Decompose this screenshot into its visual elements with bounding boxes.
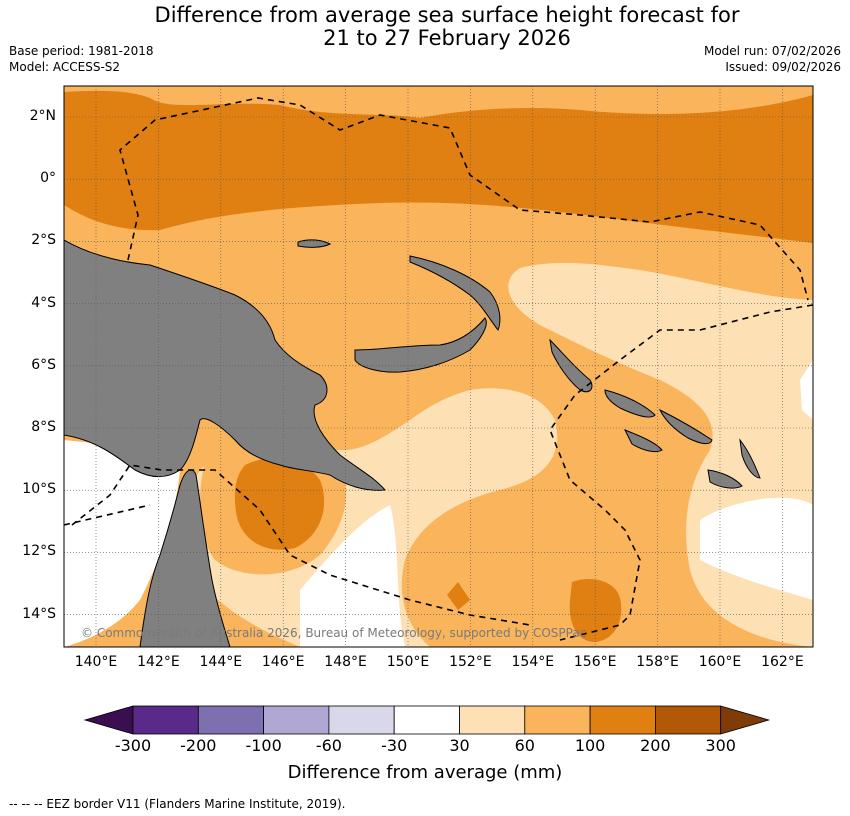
band-60-100-top [64, 86, 813, 118]
longitude-label: 160°E [698, 654, 742, 670]
latitude-label: 8°S [31, 419, 56, 435]
graticule [64, 86, 813, 647]
colorbar-tick-label: -300 [114, 736, 152, 755]
land-bougainville [549, 338, 593, 393]
colorbar-swatch [524, 705, 591, 735]
longitude-label: 148°E [324, 654, 367, 670]
longitude-label: 162°E [761, 654, 804, 670]
band-neutral-sw [300, 505, 405, 647]
colorbar-swatch [459, 705, 526, 735]
band-100-200-south-a [569, 578, 622, 642]
band-100-200-north [64, 86, 813, 243]
colorbar-tick-label: 200 [640, 736, 671, 755]
longitude-label: 146°E [261, 654, 305, 670]
eez-border-png-aus [71, 464, 531, 626]
longitude-label: 158°E [636, 654, 679, 670]
meta-right: Model run: 07/02/2026 Issued: 09/02/2026 [704, 43, 841, 75]
land-solomons-a [604, 389, 656, 418]
longitude-label: 152°E [449, 654, 492, 670]
colorbar-tick-label: -100 [245, 736, 282, 755]
colorbar-arrow-low [83, 705, 134, 735]
band-neutral-west [64, 440, 180, 647]
eez-border-west-stub [64, 504, 151, 526]
colorbar-tick-label: 60 [514, 736, 535, 755]
latitude-label: 0° [40, 170, 56, 187]
longitude-label: 144°E [199, 654, 243, 670]
longitude-label: 150°E [386, 654, 430, 670]
colorbar-tick-label: 300 [705, 736, 736, 755]
colorbar-swatch [263, 705, 330, 735]
band-neutral-e [800, 360, 813, 420]
colorbar-swatch [132, 705, 199, 735]
land-new-britain [354, 317, 487, 373]
longitude-label: 156°E [573, 654, 617, 670]
longitude-label: 142°E [137, 654, 180, 670]
colorbar-tick-label: 30 [449, 736, 470, 755]
colorbar-swatch [655, 705, 722, 735]
eez-border-png-north [119, 97, 809, 301]
map-frame [63, 85, 814, 648]
band-100-200-south-b [447, 582, 470, 610]
eez-border-png-solomon [549, 304, 813, 641]
colorbar-swatch [589, 705, 656, 735]
model-run: Model run: 07/02/2026 [703, 44, 841, 58]
colorbar-swatch [197, 705, 265, 735]
colorbar-swatch [328, 705, 395, 735]
band-100-200-coral [234, 458, 325, 550]
latitude-label: 4°S [31, 294, 56, 311]
land-malaita [739, 438, 761, 479]
issued-date: Issued: 09/02/2026 [725, 60, 841, 74]
colorbar-tick-label: -200 [180, 736, 217, 755]
latitude-label: 2°S [31, 232, 56, 249]
copyright-notice: © Commonwealth of Australia 2026, Bureau… [81, 626, 587, 640]
meta-left: Base period: 1981-2018 Model: ACCESS-S2 [9, 43, 154, 75]
colorbar-tick-label: -60 [315, 736, 342, 755]
land-makira [707, 469, 743, 489]
land-solomons-c [623, 429, 663, 453]
longitude-label: 154°E [511, 654, 555, 670]
colorbar [83, 705, 771, 735]
colorbar-arrow-high [720, 705, 771, 735]
band-neutral-se [700, 497, 813, 600]
land-new-ireland [409, 255, 501, 331]
title-line-2: 21 to 27 February 2026 [323, 26, 571, 50]
base-period: Base period: 1981-2018 [9, 44, 154, 58]
longitude-label: 140°E [74, 654, 118, 670]
colorbar-swatch [393, 705, 460, 735]
model-name: Model: ACCESS-S2 [9, 60, 121, 74]
colorbar-title: Difference from average (mm) [287, 762, 563, 783]
latitude-label: 10°S [22, 481, 56, 498]
latitude-label: 14°S [22, 605, 56, 622]
eez-legend-note: -- -- -- EEZ border V11 (Flanders Marine… [9, 797, 346, 811]
colorbar-tick-label: -30 [381, 736, 408, 755]
latitude-label: 2°N [29, 108, 56, 124]
latitude-label: 6°S [31, 356, 56, 373]
title-line-1: Difference from average sea surface heig… [154, 3, 740, 27]
latitude-label: 12°S [22, 543, 56, 560]
map-title: Difference from average sea surface heig… [0, 4, 850, 50]
land-solomons-b [658, 408, 713, 445]
colorbar-tick-label: 100 [574, 736, 606, 755]
eez-borders [64, 97, 813, 641]
